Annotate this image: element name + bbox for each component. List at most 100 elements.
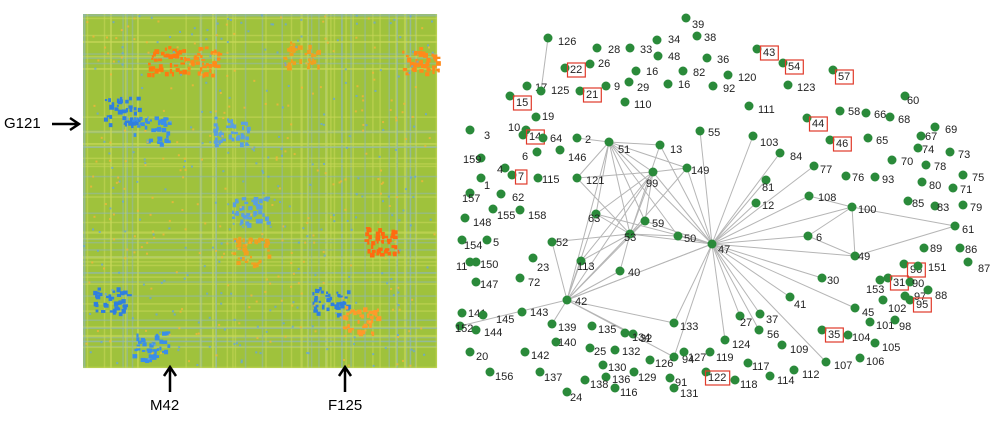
node — [592, 43, 602, 53]
heatmap-cell — [133, 107, 137, 111]
heatmap-cell — [205, 38, 208, 41]
heatmap-cell — [201, 158, 204, 161]
node-label: 154 — [464, 240, 482, 252]
edge — [686, 167, 713, 245]
heatmap-cell — [377, 178, 380, 181]
heatmap-cell — [245, 136, 249, 141]
heatmap-cell — [412, 65, 418, 68]
heatmap-cell — [317, 64, 320, 70]
heatmap-cell — [104, 293, 107, 296]
heatmap-cell — [414, 86, 417, 89]
heatmap-cell — [85, 342, 88, 345]
heatmap-cell — [321, 304, 325, 310]
heatmap-cell — [147, 51, 150, 54]
edge — [576, 177, 631, 235]
column-label: M42 — [150, 397, 179, 414]
edge — [459, 299, 568, 327]
heatmap-cell — [124, 257, 127, 260]
heatmap-cell — [240, 134, 245, 140]
heatmap-cell — [146, 121, 150, 124]
heatmap-cell — [211, 246, 214, 249]
node-label: 19 — [542, 111, 554, 123]
node — [775, 148, 785, 158]
node-label: 86 — [965, 244, 977, 256]
heatmap-cell — [355, 36, 358, 39]
heatmap-cell — [296, 306, 299, 309]
node — [803, 231, 813, 241]
node-label: 16 — [646, 66, 658, 78]
heatmap-cell — [323, 162, 326, 165]
heatmap-cell — [262, 192, 265, 195]
heatmap-cell — [218, 323, 221, 326]
heatmap-stripe — [131, 14, 134, 368]
column-label: F125 — [328, 397, 362, 414]
heatmap-cell — [421, 27, 424, 30]
heatmap-cell — [326, 291, 329, 295]
node-label: 159 — [463, 154, 481, 166]
heatmap-cell — [133, 111, 137, 116]
heatmap-cell — [233, 32, 236, 35]
heatmap-cell — [171, 71, 174, 77]
heatmap-cell — [126, 248, 129, 251]
node-label: 93 — [882, 174, 894, 186]
node-label: 44 — [812, 118, 824, 130]
heatmap-cell — [319, 86, 322, 89]
node — [615, 266, 625, 276]
node — [669, 318, 679, 328]
heatmap-cell — [402, 67, 408, 72]
heatmap-stripe — [83, 303, 437, 305]
heatmap-stripe — [83, 326, 437, 328]
heatmap-cell — [326, 41, 329, 44]
heatmap-cell — [322, 281, 325, 284]
heatmap-cell — [248, 216, 253, 220]
heatmap-cell — [381, 239, 384, 244]
edge — [807, 235, 856, 257]
heatmap-cell — [126, 117, 129, 120]
heatmap-cell — [378, 228, 383, 233]
heatmap-stripe — [83, 62, 437, 65]
node — [629, 367, 639, 377]
node-label: 112 — [802, 369, 820, 381]
edge — [566, 243, 713, 301]
edge — [711, 179, 767, 245]
heatmap-cell — [159, 346, 162, 351]
heatmap-cell — [147, 348, 153, 354]
heatmap-cell — [235, 211, 239, 216]
heatmap-cell — [142, 342, 147, 347]
highlight-box — [759, 45, 779, 61]
heatmap-cell — [269, 309, 272, 312]
node — [560, 63, 570, 73]
heatmap-cell — [199, 47, 204, 51]
edge — [711, 243, 726, 341]
heatmap-cell — [358, 333, 364, 337]
heatmap-cell — [423, 53, 428, 58]
heatmap-cell — [364, 239, 370, 242]
heatmap-cell — [355, 94, 358, 97]
heatmap-cell — [244, 260, 249, 264]
heatmap-stripe — [83, 165, 437, 168]
node-label: 46 — [836, 138, 848, 150]
node-label: 3 — [484, 130, 490, 142]
heatmap-cell — [235, 342, 238, 345]
node-label: 91 — [675, 377, 687, 389]
heatmap-cell — [168, 46, 172, 50]
heatmap-cell — [231, 252, 234, 255]
edge — [551, 233, 631, 243]
highlight-box — [582, 87, 602, 103]
heatmap-cell — [397, 75, 400, 78]
node-label: 98 — [899, 321, 911, 333]
heatmap-cell — [339, 301, 345, 307]
heatmap-cell — [153, 236, 156, 239]
heatmap-stripe — [83, 14, 85, 368]
heatmap-cell — [209, 55, 212, 58]
heatmap-cell — [379, 192, 382, 195]
heatmap-cell — [411, 65, 414, 68]
heatmap-cell — [387, 195, 390, 198]
heatmap-cell — [272, 23, 275, 26]
edge — [699, 130, 713, 245]
node — [610, 383, 620, 393]
heatmap-cell — [278, 187, 281, 190]
heatmap-cell — [223, 252, 226, 255]
node-label: 126 — [558, 36, 576, 48]
heatmap-cell — [109, 207, 112, 210]
